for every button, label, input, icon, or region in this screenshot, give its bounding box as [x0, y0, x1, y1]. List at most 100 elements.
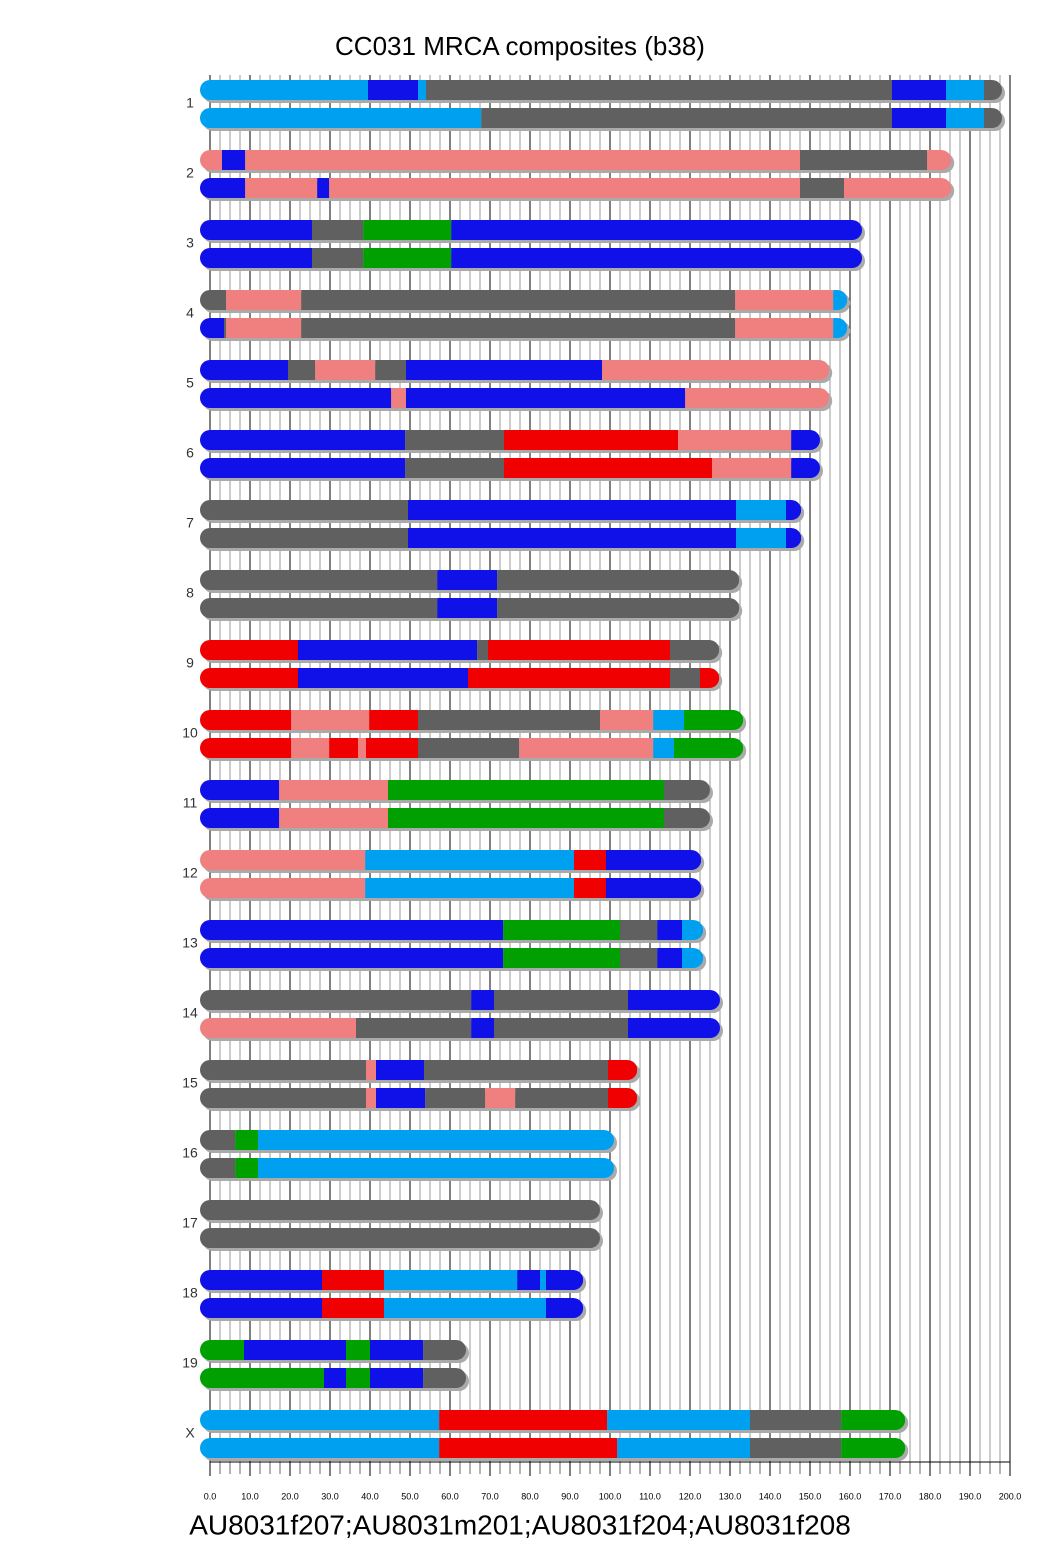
- segment: [370, 1368, 424, 1388]
- haplotype: [200, 598, 740, 618]
- segment: [329, 738, 358, 758]
- segment: [200, 1228, 600, 1248]
- segment: [735, 290, 834, 310]
- haplotype: [200, 710, 744, 730]
- haplotype: [200, 1438, 906, 1458]
- x-tick-label: 190.0: [959, 1491, 982, 1501]
- haplotype: [200, 1298, 584, 1318]
- segment: [519, 738, 654, 758]
- segment: [657, 948, 682, 968]
- segment: [200, 1340, 244, 1360]
- haplotype: [200, 920, 704, 940]
- haplotype: [200, 1158, 614, 1178]
- haplotype: [200, 528, 802, 548]
- haplotype: [200, 640, 720, 660]
- segment: [841, 1410, 906, 1430]
- segment: [291, 738, 330, 758]
- segment: [497, 570, 740, 590]
- haplotype: [200, 1228, 600, 1248]
- x-tick-label: 40.0: [361, 1491, 379, 1501]
- x-tick-label: 100.0: [599, 1491, 622, 1501]
- segment: [200, 360, 288, 380]
- segment: [200, 150, 222, 170]
- x-tick-label: 10.0: [241, 1491, 259, 1501]
- haplotype: [200, 878, 702, 898]
- haplotype: [200, 150, 952, 170]
- segment: [244, 1340, 346, 1360]
- segment: [628, 990, 720, 1010]
- segment: [574, 878, 606, 898]
- segment: [200, 710, 292, 730]
- segment: [366, 1060, 376, 1080]
- segment: [312, 220, 364, 240]
- segment: [946, 80, 984, 100]
- chromosome-label: X: [185, 1425, 195, 1441]
- chromosome-label: 9: [186, 655, 194, 671]
- segment: [200, 318, 224, 338]
- segment: [200, 528, 408, 548]
- haplotype: [200, 668, 720, 688]
- segment: [927, 150, 952, 170]
- segment: [439, 1438, 618, 1458]
- chromosome-label: 16: [182, 1145, 198, 1161]
- segment: [376, 1088, 426, 1108]
- segment: [439, 1410, 608, 1430]
- segment: [892, 108, 946, 128]
- segment: [494, 1018, 628, 1038]
- segment: [653, 710, 684, 730]
- segment: [200, 808, 280, 828]
- segment: [600, 710, 654, 730]
- chromosome-label: 13: [182, 935, 198, 951]
- haplotype: [200, 948, 704, 968]
- segment: [315, 360, 376, 380]
- segment: [685, 388, 830, 408]
- segment: [222, 150, 246, 170]
- haplotype: [200, 388, 830, 408]
- segment: [800, 178, 844, 198]
- segment: [670, 640, 720, 660]
- haplotype: [200, 990, 720, 1010]
- segment: [800, 150, 928, 170]
- segment: [468, 668, 670, 688]
- segment: [363, 220, 452, 240]
- haplotype: [200, 500, 802, 520]
- segment: [366, 738, 418, 758]
- segment: [670, 668, 700, 688]
- haplotype: [200, 780, 710, 800]
- segment: [620, 948, 658, 968]
- segment: [437, 598, 498, 618]
- haplotype: [200, 1060, 638, 1080]
- segment: [750, 1438, 842, 1458]
- haplotype: [200, 1088, 638, 1108]
- segment: [388, 808, 664, 828]
- x-tick-label: 90.0: [561, 1491, 579, 1501]
- segment: [200, 1368, 324, 1388]
- haplotype: [200, 1130, 614, 1150]
- segment: [602, 360, 830, 380]
- segment: [405, 430, 504, 450]
- segment: [200, 990, 472, 1010]
- segment: [451, 220, 862, 240]
- chromosome-label: 10: [182, 725, 198, 741]
- chromosome-label: 19: [182, 1355, 198, 1371]
- segment: [736, 500, 786, 520]
- segment: [366, 1088, 376, 1108]
- segment: [200, 458, 406, 478]
- segment: [200, 1438, 440, 1458]
- segment: [200, 1298, 322, 1318]
- segment: [298, 640, 478, 660]
- segment: [235, 1158, 258, 1178]
- x-axis-label: AU8031f207;AU8031m201;AU8031f204;AU8031f…: [189, 1509, 851, 1540]
- segment: [369, 710, 418, 730]
- segment: [515, 1088, 608, 1108]
- segment: [620, 920, 658, 940]
- segment: [684, 710, 744, 730]
- x-tick-label: 120.0: [679, 1491, 702, 1501]
- segment: [426, 80, 892, 100]
- x-tick-label: 80.0: [521, 1491, 539, 1501]
- segment: [200, 430, 406, 450]
- haplotype: [200, 1410, 906, 1430]
- x-tick-label: 70.0: [481, 1491, 499, 1501]
- segment: [322, 1270, 384, 1290]
- segment: [200, 878, 366, 898]
